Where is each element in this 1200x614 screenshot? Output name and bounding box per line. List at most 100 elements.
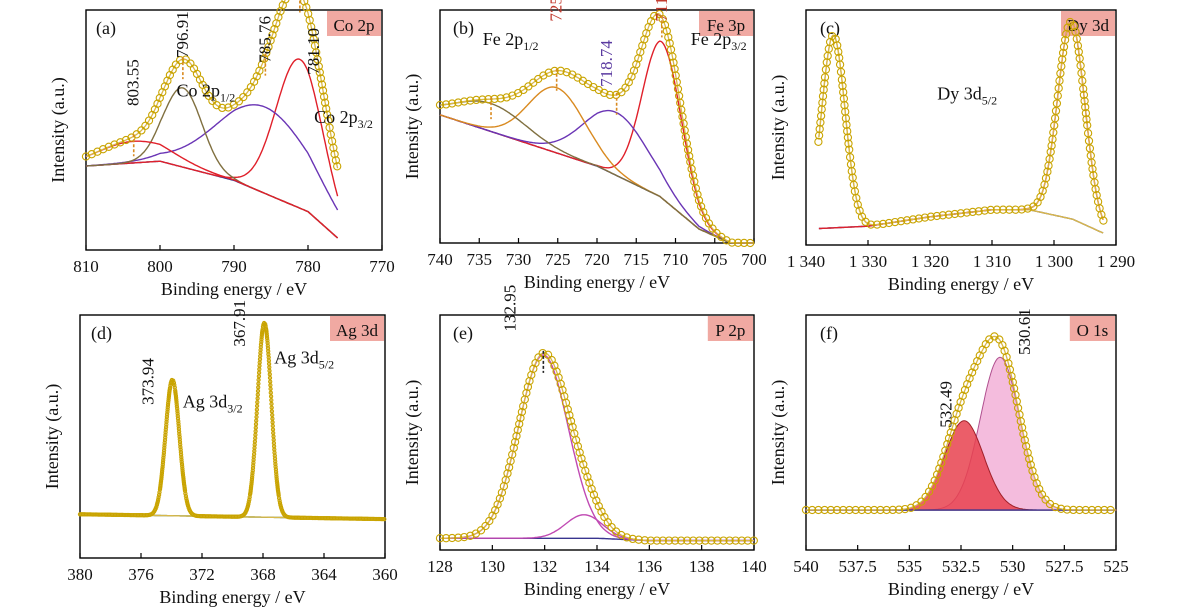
data-point-f (826, 505, 835, 515)
x-tick-label-e: 140 (741, 557, 767, 576)
data-point-e (504, 463, 514, 472)
data-point-d (174, 399, 179, 405)
x-axis-label-e: Binding energy / eV (524, 579, 670, 599)
data-point-c (1081, 109, 1091, 118)
data-point-a (323, 110, 332, 119)
data-point-c (920, 213, 930, 222)
panel-title-box-b (699, 11, 753, 36)
data-point-e (525, 376, 534, 386)
data-point-d (180, 464, 185, 469)
data-point-d (175, 411, 180, 416)
data-point-c (890, 217, 900, 227)
data-point-c (1077, 68, 1086, 78)
data-point-b (696, 202, 706, 211)
data-point-d (167, 385, 173, 391)
data-point-c (992, 205, 1002, 214)
panel-c: 1 340 1 330 1 320 1 310 1 300 1 290 Binding en… (768, 9, 1135, 294)
data-point-d (250, 465, 256, 471)
data-point-a (121, 135, 131, 145)
data-point-a (281, 0, 290, 4)
data-point-e (607, 522, 616, 532)
x-tick-label-a: 790 (221, 257, 247, 276)
data-point-c (932, 211, 942, 221)
data-point-a (331, 156, 341, 165)
data-point-c (849, 180, 858, 189)
data-point-e (516, 413, 525, 423)
x-tick-label-e: 132 (532, 557, 558, 576)
data-point-b (682, 139, 692, 148)
axes-frame-c (805, 9, 1117, 246)
data-point-d (162, 443, 167, 448)
data-point-a (315, 68, 324, 77)
data-point-a (266, 36, 275, 45)
data-point-d (250, 473, 255, 478)
data-point-c (1097, 210, 1106, 219)
data-point-c (884, 218, 894, 228)
data-point-b (727, 238, 737, 247)
data-point-d (259, 339, 264, 344)
peak-annotation-subscript: 5/2 (982, 93, 997, 107)
data-point-e (707, 536, 716, 545)
data-point-d (178, 447, 183, 452)
data-point-d (159, 473, 164, 478)
data-point-e (565, 411, 574, 420)
data-point-b (562, 68, 571, 77)
data-point-b (441, 100, 451, 109)
panel-e: 128 130 132 134 136 138 140 Binding energy / eV… (402, 285, 767, 599)
data-point-e (510, 437, 520, 447)
data-point-d (180, 468, 185, 473)
data-point-f (876, 505, 885, 515)
data-point-a (317, 80, 327, 89)
data-point-f (1093, 505, 1103, 515)
data-point-d (163, 435, 168, 440)
data-point-c (1079, 90, 1089, 100)
data-point-f (882, 505, 891, 515)
data-point-f (937, 458, 946, 467)
panel-title-box-a (327, 11, 381, 36)
data-point-d (269, 397, 274, 403)
data-point-d (249, 483, 254, 489)
data-point-f (1087, 505, 1097, 515)
data-point-c (820, 73, 830, 82)
data-point-e (447, 533, 457, 543)
data-point-d (156, 492, 162, 498)
data-point-c (1083, 121, 1092, 130)
x-axis-label-d: Binding energy / eV (159, 587, 305, 607)
data-point-c (1005, 205, 1014, 214)
data-point-b (600, 88, 609, 98)
data-point-a (304, 9, 313, 18)
data-point-d (163, 424, 169, 430)
data-point-d (180, 466, 185, 471)
data-point-f (1056, 504, 1066, 513)
data-point-b (664, 33, 673, 42)
panel-b: 740 735 730 725 720 715 710 705 700 Binding energ… (402, 0, 767, 292)
data-point-e (646, 536, 655, 545)
data-point-c (814, 137, 823, 146)
data-point-e (676, 536, 686, 545)
data-point-c (837, 75, 847, 84)
panel-label-a: (a) (96, 18, 116, 39)
panel-d: 380 376 372 368 364 360 Binding energy / eV Int… (42, 300, 398, 607)
data-point-c (834, 47, 843, 56)
x-tick-label-d: 364 (311, 565, 337, 584)
data-point-d (156, 495, 161, 500)
data-point-c (1063, 23, 1072, 32)
data-point-d (249, 481, 254, 487)
data-point-c (1091, 184, 1100, 194)
data-point-e (556, 379, 565, 389)
data-point-c (853, 200, 862, 209)
data-point-c (1079, 84, 1088, 93)
data-point-c (841, 107, 850, 116)
data-point-c (819, 85, 828, 94)
x-tick-label-c: 1 300 (1035, 252, 1073, 271)
fit-envelope-c (818, 20, 1104, 226)
x-tick-label-b: 720 (584, 250, 610, 269)
data-point-d (159, 471, 165, 476)
data-point-e (683, 536, 692, 545)
data-point-b (632, 60, 641, 69)
peak-annotation-a-0: 803.55 (124, 59, 143, 106)
data-point-e (552, 367, 561, 376)
data-point-c (878, 219, 888, 229)
component-fit-e-0 (440, 354, 754, 542)
data-point-c (1083, 129, 1093, 138)
